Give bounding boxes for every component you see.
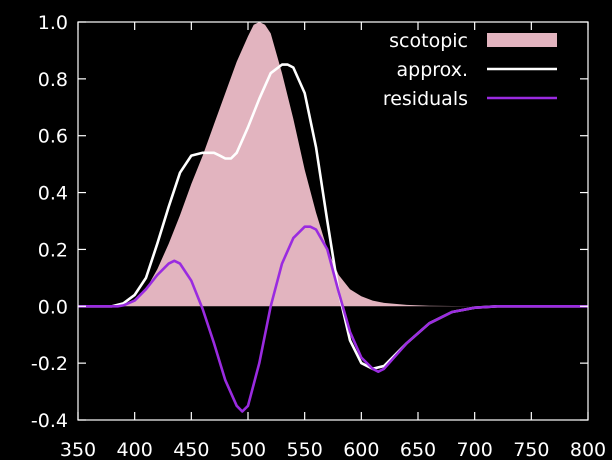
x-tick-label: 800 — [570, 439, 606, 460]
x-tick-label: 650 — [400, 439, 436, 460]
legend-label: approx. — [397, 59, 468, 81]
y-tick-label: -0.4 — [31, 410, 68, 432]
x-tick-label: 550 — [287, 439, 323, 460]
legend: scotopic approx. residuals — [383, 30, 557, 110]
legend-swatch — [487, 33, 557, 47]
x-tick-label: 750 — [513, 439, 549, 460]
legend-label: residuals — [383, 88, 468, 110]
y-tick-label: 0.0 — [38, 296, 68, 318]
x-tick-label: 600 — [343, 439, 379, 460]
y-tick-label: 0.8 — [38, 69, 68, 91]
x-tick-label: 350 — [60, 439, 96, 460]
series-layer — [78, 22, 588, 413]
x-tick-label: 700 — [457, 439, 493, 460]
x-tick-label: 450 — [173, 439, 209, 460]
series-0-area — [112, 22, 588, 307]
y-tick-label: -0.2 — [31, 353, 68, 375]
y-tick-label: 0.2 — [38, 239, 68, 261]
x-tick-label: 500 — [230, 439, 266, 460]
plot-frame — [77, 21, 589, 421]
series-2-line — [78, 225, 588, 413]
y-tick-label: 1.0 — [38, 12, 68, 34]
axis-layer: -0.4 -0.2 0.0 0.2 0.4 0.6 0.8 1.0 350 400 450 500 55… — [31, 12, 606, 460]
y-tick-label: 0.4 — [38, 183, 68, 205]
x-tick-label: 400 — [117, 439, 153, 460]
legend-label: scotopic — [389, 30, 468, 52]
y-tick-label: 0.6 — [38, 126, 68, 148]
